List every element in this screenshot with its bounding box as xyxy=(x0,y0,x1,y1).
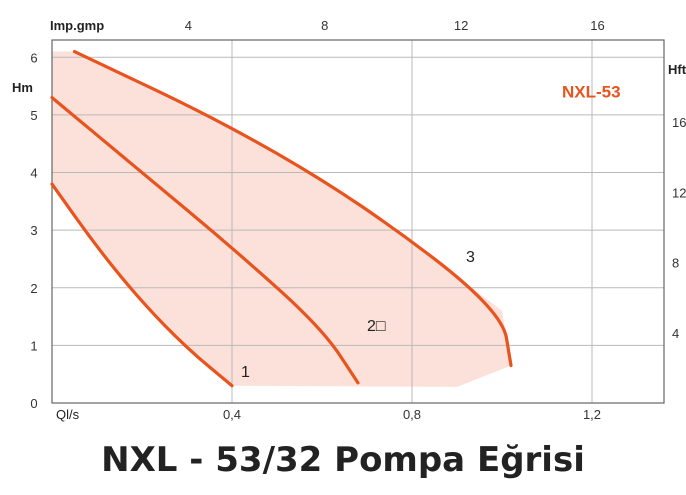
x-top-axis-label: Imp.gmp xyxy=(50,18,104,33)
x-top-tick: 12 xyxy=(454,18,468,33)
y-right-tick: 16 xyxy=(672,115,686,130)
operating-region xyxy=(52,51,511,387)
y-left-tick: 6 xyxy=(30,50,37,65)
y-left-tick: 1 xyxy=(30,338,37,353)
x-bottom-tick: 0,4 xyxy=(223,407,241,422)
x-top-tick: 8 xyxy=(321,18,328,33)
series-label-3: 3 xyxy=(466,249,475,266)
y-left-tick: 5 xyxy=(30,108,37,123)
x-top-tick: 16 xyxy=(590,18,604,33)
x-bottom-tick: 1,2 xyxy=(583,407,601,422)
series-line-2 xyxy=(50,96,360,385)
x-bottom-tick: 0,8 xyxy=(403,407,421,422)
model-label: NXL-53 xyxy=(562,83,621,102)
y-right-tick: 12 xyxy=(672,185,686,200)
series-label-1: 1 xyxy=(241,364,250,381)
x-top-tick: 4 xyxy=(185,18,192,33)
y-right-tick: 8 xyxy=(672,256,679,271)
y-left-tick: 2 xyxy=(30,281,37,296)
y-left-axis-label: Hm xyxy=(12,80,33,95)
chart-caption: NXL - 53/32 Pompa Eğrisi xyxy=(101,440,585,480)
y-right-tick: 4 xyxy=(672,326,679,341)
y-left-tick: 3 xyxy=(30,223,37,238)
series-line-3 xyxy=(72,49,513,368)
y-right-axis-label: Hft xyxy=(668,62,686,77)
series-label-2: 2□ xyxy=(367,318,386,335)
series-line-1 xyxy=(50,182,234,388)
plot-frame xyxy=(51,39,665,404)
y-left-tick: 0 xyxy=(30,396,37,411)
x-bottom-axis-label: Ql/s xyxy=(56,407,80,422)
y-left-tick: 4 xyxy=(30,166,37,181)
